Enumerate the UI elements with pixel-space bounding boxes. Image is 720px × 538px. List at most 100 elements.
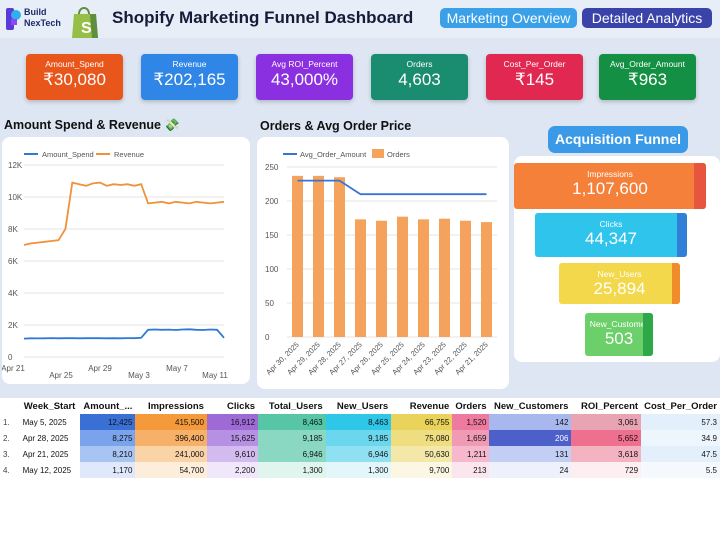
kpi-card-avg-order-amount: Avg_Order_Amount ₹963: [599, 54, 696, 100]
table-cell: 9,610: [206, 446, 259, 462]
header: Build NexTech S Shopify Marketing Funnel…: [0, 0, 720, 38]
column-header[interactable]: Cost_Per_Order: [641, 398, 720, 414]
kpi-card-amount-spend: Amount_Spend ₹30,080: [26, 54, 123, 100]
y-tick-label: 100: [265, 265, 279, 274]
table-row[interactable]: 1. May 5, 2025 12,425 415,500 16,912 8,463 8,4…: [0, 414, 720, 430]
table-header-row: Week_Start Amount_... Impressions Clicks Tot…: [0, 398, 720, 414]
table-cell: 47.5: [641, 446, 720, 462]
table-cell: 729: [571, 462, 642, 478]
y-tick-label: 6K: [8, 257, 18, 266]
logo-line-2: NexTech: [24, 18, 61, 28]
table-row[interactable]: 3. Apr 21, 2025 8,210 241,000 9,610 6,946 6,94…: [0, 446, 720, 462]
y-tick-label: 250: [265, 163, 279, 172]
table-row[interactable]: 2. Apr 28, 2025 8,275 396,400 15,625 9,185 9,1…: [0, 430, 720, 446]
table-cell: 415,500: [135, 414, 207, 430]
funnel-stage-label: Impressions: [587, 169, 633, 179]
logo-line-1: Build: [24, 7, 47, 17]
table-cell: 3.: [3, 449, 10, 459]
bar-orders: [397, 216, 408, 337]
table-cell: 57.3: [641, 414, 720, 430]
y-tick-label: 12K: [8, 161, 23, 170]
bar-orders: [481, 222, 492, 337]
table-cell: May 12, 2025: [22, 465, 72, 475]
table-cell: 9,185: [258, 430, 326, 446]
bar-orders: [418, 219, 429, 337]
bar-orders: [376, 220, 387, 337]
column-header[interactable]: Revenue: [391, 398, 453, 414]
column-header[interactable]: Total_Users: [258, 398, 326, 414]
table-cell: 2,200: [206, 462, 259, 478]
table-cell: 1.: [3, 417, 10, 427]
column-header[interactable]: ROI_Percent: [571, 398, 642, 414]
table-cell: 396,400: [135, 430, 207, 446]
kpi-label: Avg ROI_Percent: [271, 59, 338, 69]
detailed-analytics-button[interactable]: Detailed Analytics: [582, 8, 712, 28]
series-line-amount_spend: [23, 328, 225, 340]
funnel-stage-accent: [677, 213, 687, 257]
table-cell: 6,946: [258, 446, 326, 462]
funnel-stage-label: New_Customer: [589, 319, 649, 329]
x-tick-label: Apr 21: [2, 364, 25, 373]
table-row[interactable]: 4. May 12, 2025 1,170 54,700 2,200 1,300 1,300…: [0, 462, 720, 478]
table-cell: 12,425: [79, 414, 136, 430]
funnel-stage-label: New_Users: [597, 269, 642, 279]
x-tick-label: May 7: [166, 364, 188, 373]
table-cell: 15,625: [206, 430, 259, 446]
kpi-card-orders: Orders 4,603: [371, 54, 468, 100]
table-cell: 1,170: [79, 462, 136, 478]
table-cell: 54,700: [135, 462, 207, 478]
marketing-overview-button[interactable]: Marketing Overview: [440, 8, 577, 28]
brand-logo-icon: [6, 8, 21, 30]
funnel-stage-accent: [694, 163, 706, 209]
table-cell: 2.: [3, 433, 10, 443]
y-tick-label: 8K: [8, 225, 18, 234]
column-header[interactable]: Orders: [452, 398, 490, 414]
page-title: Shopify Marketing Funnel Dashboard: [112, 8, 414, 27]
kpi-value: 43,000%: [270, 70, 339, 89]
column-header[interactable]: Week_Start: [19, 398, 80, 414]
column-header[interactable]: [0, 398, 20, 414]
bar-orders: [334, 177, 345, 337]
kpi-label: Cost_Per_Order: [503, 59, 566, 69]
kpi-value: 4,603: [398, 70, 441, 89]
funnel-title: Acquisition Funnel: [548, 126, 688, 153]
table-cell: 6,946: [325, 446, 392, 462]
bar-orders: [355, 219, 366, 337]
kpi-label: Avg_Order_Amount: [610, 59, 685, 69]
kpi-value: ₹30,080: [43, 70, 106, 89]
column-header[interactable]: Impressions: [135, 398, 207, 414]
funnel-stage-impressions: Impressions 1,107,600: [514, 163, 706, 209]
weekly-table-panel: Week_Start Amount_... Impressions Clicks Tot…: [0, 398, 720, 538]
series-line-revenue: [23, 181, 225, 246]
kpi-value: ₹202,165: [153, 70, 226, 89]
weekly-table: Week_Start Amount_... Impressions Clicks Tot…: [0, 398, 720, 478]
kpi-card-avg-roi-percent: Avg ROI_Percent 43,000%: [256, 54, 353, 100]
shopify-bag-icon: S: [72, 7, 98, 38]
x-tick-label: May 3: [128, 371, 150, 380]
table-cell: 5,652: [571, 430, 642, 446]
kpi-value: ₹145: [514, 70, 555, 89]
y-tick-label: 2K: [8, 321, 18, 330]
legend-label: Avg_Order_Amount: [300, 150, 367, 159]
table-cell: 241,000: [135, 446, 207, 462]
kpi-card-cost-per-order: Cost_Per_Order ₹145: [486, 54, 583, 100]
table-cell: 8,210: [79, 446, 136, 462]
table-cell: Apr 28, 2025: [22, 433, 69, 443]
column-header[interactable]: New_Users: [325, 398, 392, 414]
y-tick-label: 50: [265, 299, 274, 308]
column-header[interactable]: New_Customers: [489, 398, 572, 414]
table-cell: 1,520: [452, 414, 490, 430]
y-tick-label: 200: [265, 197, 279, 206]
table-cell: 131: [489, 446, 572, 462]
table-cell: 1,659: [452, 430, 490, 446]
column-header[interactable]: Amount_...: [79, 398, 136, 414]
spend-revenue-chart: 0 2K 4K 6K 8K 10K 12K Apr 21 Apr 25 Apr 29 May 3 Ma…: [1, 150, 228, 380]
table-cell: 213: [452, 462, 490, 478]
spend-revenue-panel: 0 2K 4K 6K 8K 10K 12K Apr 21 Apr 25 Apr 29 May 3 Ma…: [1, 137, 250, 384]
bar-orders: [313, 175, 324, 337]
table-cell: 1,300: [258, 462, 326, 478]
table-cell: 8,463: [258, 414, 326, 430]
table-cell: 50,630: [391, 446, 453, 462]
x-tick-label: Apr 25: [49, 371, 73, 380]
column-header[interactable]: Clicks: [206, 398, 259, 414]
